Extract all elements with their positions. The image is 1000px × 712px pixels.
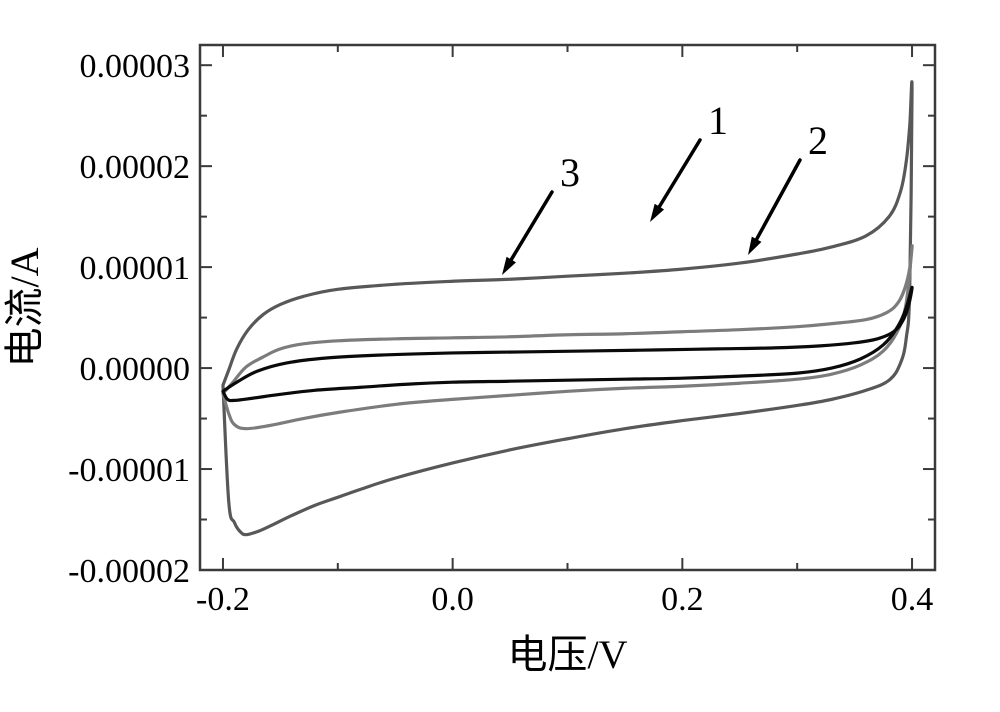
y-tick-label: 0.00003 [80, 48, 191, 85]
x-tick-label: 0.4 [891, 581, 934, 618]
x-axis-label: 电压/V [508, 632, 628, 677]
y-axis-label: 电流/A [2, 247, 47, 367]
y-tick-label: -0.00001 [68, 452, 190, 489]
x-tick-label: 0.2 [661, 581, 704, 618]
y-tick-label: -0.00002 [68, 553, 190, 590]
cv-chart: -0.2 0.0 0.2 0.4 电压/V -0.00002 -0.00001 0.00000… [0, 0, 1000, 712]
y-tick-label: 0.00000 [80, 351, 191, 388]
x-tick-label: -0.2 [196, 581, 250, 618]
y-tick-label: 0.00001 [80, 250, 191, 287]
x-tick-label: 0.0 [431, 581, 474, 618]
label-3: 3 [560, 150, 580, 195]
y-tick-label: 0.00002 [80, 149, 191, 186]
label-1: 1 [708, 98, 728, 143]
label-2: 2 [808, 118, 828, 163]
